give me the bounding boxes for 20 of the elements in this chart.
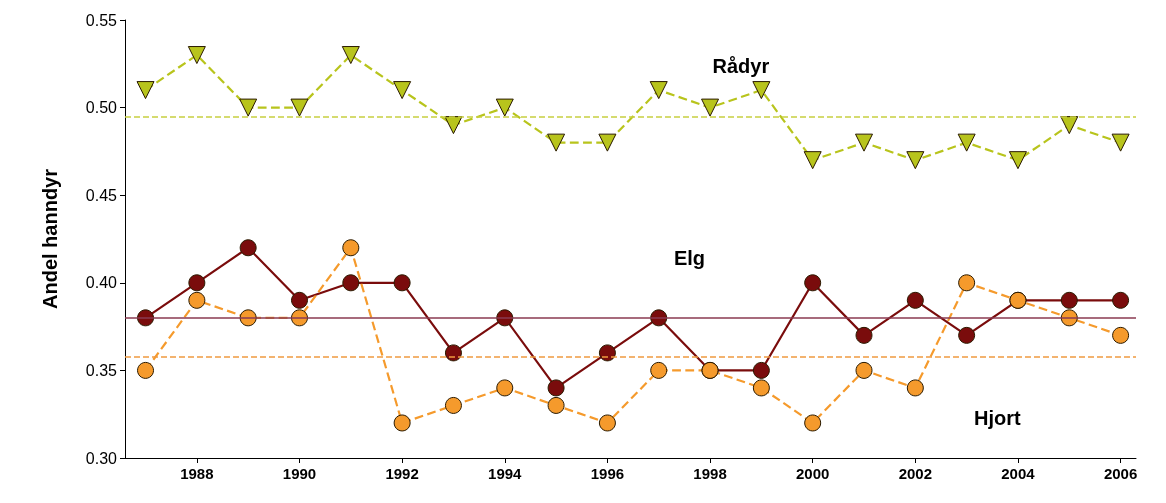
x-tick-label: 2002 — [898, 465, 933, 482]
x-tick-label: 1996 — [590, 465, 625, 482]
text: Elg — [673, 247, 706, 270]
y-tick-label: 0.55 — [85, 11, 118, 29]
y-tick-label: 0.50 — [85, 99, 118, 117]
y-tick-label: 0.30 — [85, 449, 118, 467]
y-tick-label: 0.40 — [85, 274, 118, 292]
x-tick-label: 2004 — [1001, 465, 1036, 482]
y-tick-label: 0.45 — [85, 186, 118, 204]
x-tick-label: 1988 — [180, 465, 214, 482]
text: Hjort — [974, 406, 1022, 429]
x-tick-label: 1994 — [488, 465, 523, 482]
x-tick-label: 2006 — [1103, 465, 1138, 482]
x-tick-label: 1992 — [385, 465, 419, 482]
y-axis-title: Andel hanndyr — [39, 168, 61, 310]
x-tick-label: 1998 — [693, 465, 727, 482]
x-tick-label: 2000 — [796, 465, 830, 482]
series-label: Rådyr — [712, 54, 770, 77]
x-tick-label: 1990 — [282, 465, 317, 482]
y-tick-label: 0.35 — [85, 361, 118, 379]
